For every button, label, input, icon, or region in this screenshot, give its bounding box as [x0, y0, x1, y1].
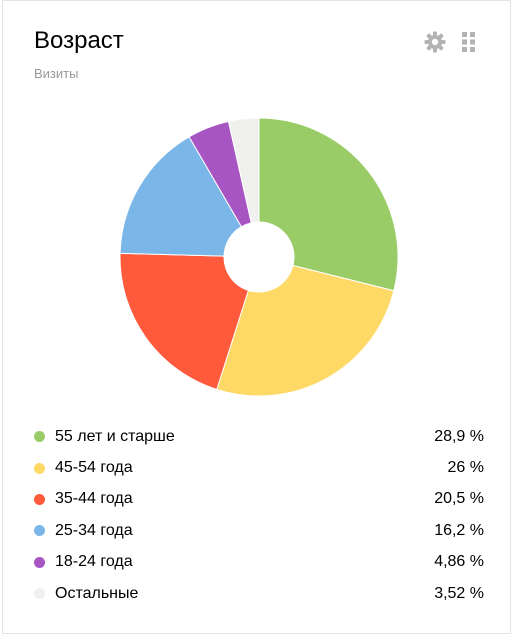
widget-tools — [424, 31, 480, 53]
legend-value: 26 % — [447, 459, 484, 477]
pie-slice-1[interactable] — [258, 117, 399, 292]
legend-value: 4,86 % — [434, 553, 484, 571]
legend-color-dot — [34, 431, 45, 443]
legend-item[interactable]: 35-44 года 20,5 % — [34, 484, 484, 515]
legend-item[interactable]: 18-24 года 4,86 % — [34, 547, 484, 578]
legend-color-dot — [34, 588, 45, 600]
legend-label: 25-34 года — [55, 521, 133, 539]
legend-label: 55 лет и старше — [55, 427, 175, 445]
legend-item[interactable]: 45-54 года 26 % — [34, 452, 484, 483]
legend-color-dot — [34, 493, 45, 505]
legend-item[interactable]: 55 лет и старше 28,9 % — [34, 421, 484, 452]
legend-color-dot — [34, 462, 45, 474]
legend-value: 20,5 % — [434, 490, 484, 508]
legend-color-dot — [34, 556, 45, 568]
chart-legend: 55 лет и старше 28,9 % 45-54 года 26 % 35-44… — [34, 421, 484, 609]
legend-item[interactable]: Остальные 3,52 % — [34, 578, 484, 609]
pie-slice-4[interactable] — [119, 136, 243, 257]
widget-subtitle: Визиты — [34, 66, 79, 81]
legend-label: 45-54 года — [55, 459, 133, 477]
legend-label: Остальные — [55, 584, 139, 602]
legend-label: 18-24 года — [55, 553, 133, 571]
pie-slice-6[interactable] — [227, 117, 260, 224]
legend-value: 28,9 % — [434, 427, 484, 445]
gear-icon[interactable] — [424, 31, 446, 53]
legend-color-dot — [34, 525, 45, 537]
legend-label: 35-44 года — [55, 490, 133, 508]
widget-title: Возраст — [34, 27, 124, 54]
pie-slice-2[interactable] — [216, 264, 395, 397]
age-donut-chart — [119, 117, 399, 397]
legend-value: 3,52 % — [434, 584, 484, 602]
pie-slice-3[interactable] — [119, 252, 249, 391]
legend-value: 16,2 % — [434, 521, 484, 539]
drag-handle-icon[interactable] — [458, 31, 480, 53]
age-widget: Возраст Визиты — [2, 0, 511, 634]
legend-item[interactable]: 25-34 года 16,2 % — [34, 515, 484, 546]
